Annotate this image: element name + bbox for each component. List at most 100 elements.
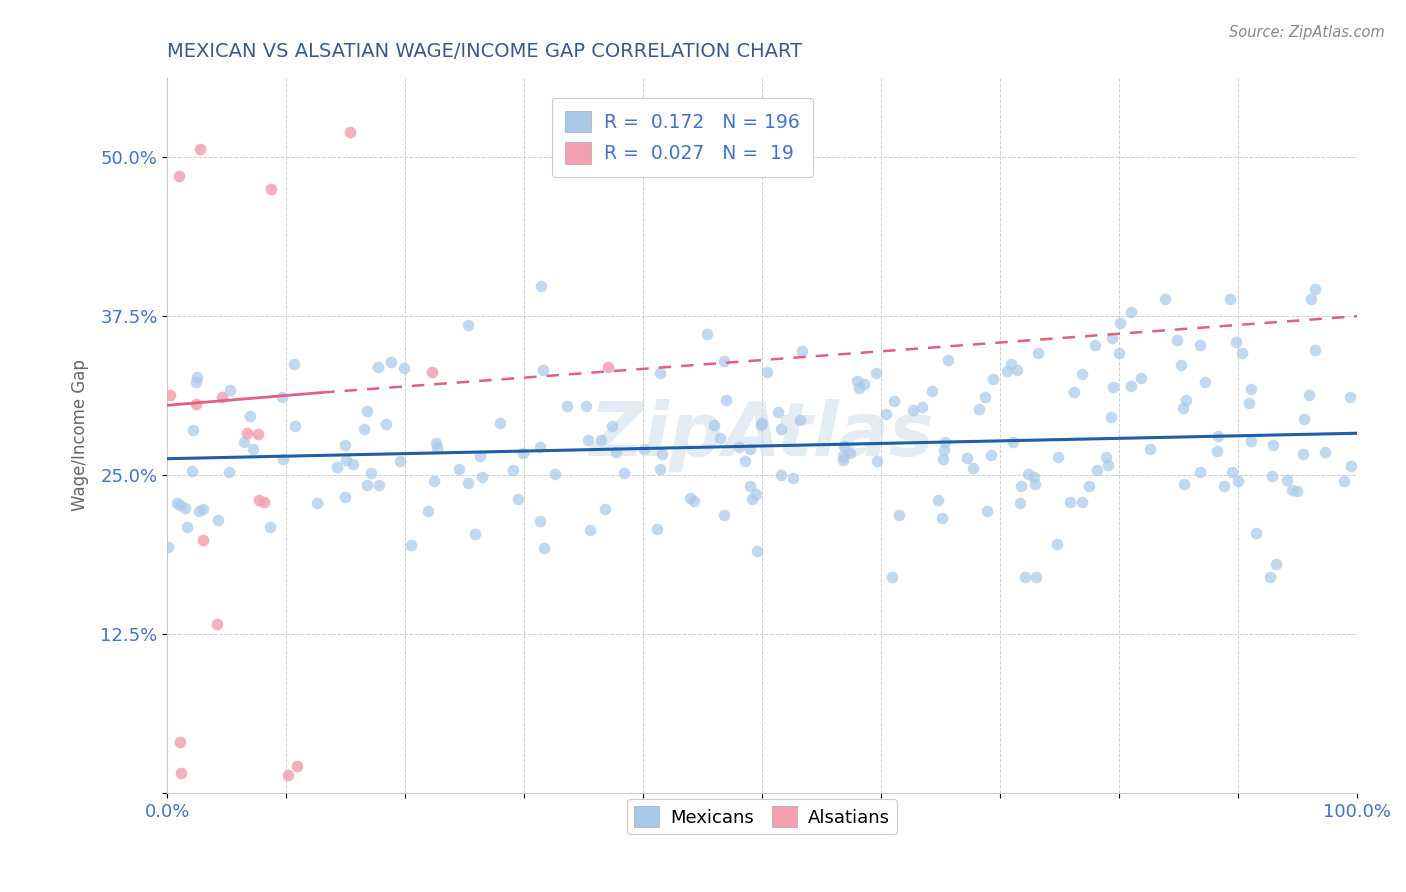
Point <box>1219 293 1241 307</box>
Point <box>284 418 307 433</box>
Point <box>1340 458 1362 473</box>
Point <box>1303 343 1326 358</box>
Point <box>1225 334 1247 349</box>
Point <box>1281 483 1303 497</box>
Point <box>169 734 191 748</box>
Point <box>1101 380 1123 394</box>
Point <box>713 508 735 522</box>
Point <box>277 768 299 782</box>
Point <box>339 125 361 139</box>
Point <box>1099 409 1122 424</box>
Point <box>285 759 308 773</box>
Point <box>1108 316 1130 330</box>
Point <box>1078 479 1101 493</box>
Point <box>260 182 283 196</box>
Point <box>447 462 470 476</box>
Point <box>1206 429 1229 443</box>
Point <box>342 458 364 472</box>
Point <box>368 477 391 491</box>
Point <box>1024 476 1046 491</box>
Point <box>246 426 269 441</box>
Point <box>1071 495 1094 509</box>
Point <box>709 431 731 445</box>
Point <box>186 370 208 384</box>
Point <box>166 496 188 510</box>
Point <box>1166 333 1188 347</box>
Point <box>169 498 191 512</box>
Point <box>745 544 768 558</box>
Point <box>1188 465 1211 479</box>
Point <box>1059 495 1081 509</box>
Point <box>1002 435 1025 450</box>
Point <box>236 425 259 440</box>
Point <box>425 435 447 450</box>
Point <box>875 408 897 422</box>
Point <box>1063 385 1085 400</box>
Point <box>976 503 998 517</box>
Point <box>1286 484 1309 499</box>
Point <box>967 402 990 417</box>
Point <box>593 501 616 516</box>
Point <box>1240 434 1263 448</box>
Point <box>755 365 778 379</box>
Point <box>1220 465 1243 479</box>
Point <box>1298 388 1320 402</box>
Point <box>648 462 671 476</box>
Point <box>529 514 551 528</box>
Point <box>1206 443 1229 458</box>
Text: MEXICAN VS ALSATIAN WAGE/INCOME GAP CORRELATION CHART: MEXICAN VS ALSATIAN WAGE/INCOME GAP CORR… <box>167 42 803 61</box>
Point <box>242 442 264 456</box>
Point <box>852 376 875 391</box>
Point <box>1240 382 1263 396</box>
Point <box>1237 396 1260 410</box>
Point <box>1227 474 1250 488</box>
Point <box>233 434 256 449</box>
Point <box>159 388 181 402</box>
Point <box>1095 450 1118 464</box>
Point <box>962 461 984 475</box>
Point <box>934 434 956 449</box>
Point <box>464 526 486 541</box>
Point <box>1333 474 1355 488</box>
Point <box>1264 558 1286 572</box>
Point <box>1139 442 1161 457</box>
Point <box>1260 469 1282 483</box>
Point <box>1339 390 1361 404</box>
Point <box>211 390 233 404</box>
Point <box>1047 450 1070 464</box>
Point <box>367 360 389 375</box>
Point <box>533 541 555 555</box>
Point <box>1277 473 1299 487</box>
Point <box>1303 282 1326 296</box>
Point <box>838 446 860 460</box>
Point <box>555 399 578 413</box>
Point <box>866 453 889 467</box>
Point <box>931 511 953 525</box>
Point <box>738 442 761 457</box>
Point <box>188 142 211 156</box>
Point <box>831 449 853 463</box>
Point <box>848 381 870 395</box>
Point <box>789 413 811 427</box>
Point <box>205 616 228 631</box>
Point <box>650 366 672 380</box>
Point <box>333 490 356 504</box>
Point <box>191 502 214 516</box>
Text: Source: ZipAtlas.com: Source: ZipAtlas.com <box>1229 25 1385 40</box>
Point <box>253 495 276 509</box>
Point <box>335 453 357 467</box>
Point <box>713 354 735 368</box>
Point <box>903 402 925 417</box>
Point <box>751 417 773 431</box>
Legend: Mexicans, Alsatians: Mexicans, Alsatians <box>627 799 897 834</box>
Point <box>270 390 292 404</box>
Point <box>181 423 204 437</box>
Point <box>1101 331 1123 345</box>
Point <box>882 570 904 584</box>
Point <box>184 376 207 390</box>
Point <box>259 520 281 534</box>
Point <box>645 522 668 536</box>
Point <box>1292 447 1315 461</box>
Point <box>703 418 725 433</box>
Point <box>696 327 718 342</box>
